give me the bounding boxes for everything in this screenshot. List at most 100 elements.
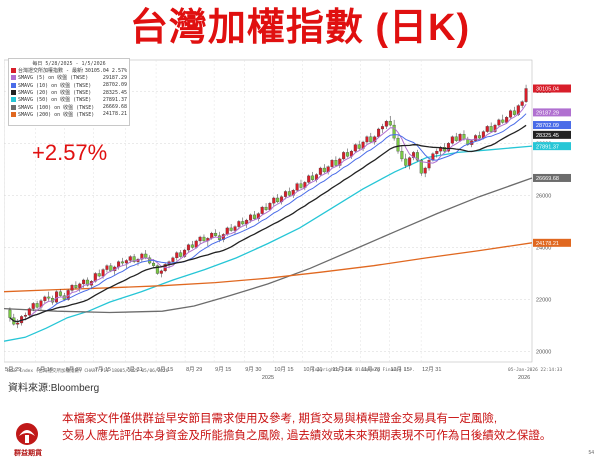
candle-body (225, 227, 229, 235)
legend-value: 28325.45 (102, 89, 127, 96)
candle-body (120, 261, 124, 264)
candle-body (268, 203, 272, 210)
legend-label: SMAVG (100) on 收盤 (TWSE) (18, 104, 95, 111)
price-tag (533, 238, 571, 247)
candle-body (353, 144, 357, 152)
candle-body (186, 244, 190, 251)
legend-item: SMAVG (100) on 收盤 (TWSE) 26669.68 (11, 103, 127, 111)
legend-swatch (11, 75, 16, 81)
candle-body (128, 256, 132, 261)
candle-body (276, 197, 280, 203)
candle-body (229, 227, 233, 231)
candle-body (454, 136, 458, 141)
ma-line (3, 242, 533, 293)
ma-line (9, 124, 527, 323)
candle-body (446, 143, 450, 152)
y-tick-label: 24000 (536, 245, 551, 251)
legend-value: 26669.68 (102, 104, 127, 111)
source-label: 資料來源:Bloomberg (8, 383, 100, 394)
candle-body (497, 119, 501, 126)
candle-body (299, 183, 303, 188)
candle-body (198, 236, 202, 242)
candle-body (427, 160, 431, 169)
candle-body (86, 279, 90, 286)
price-tag (533, 108, 571, 117)
candle-body (342, 152, 346, 160)
candle-body (377, 128, 381, 137)
candle-body (214, 232, 218, 236)
candle-body (249, 214, 253, 221)
legend-swatch (11, 104, 16, 110)
candle-body (171, 257, 175, 262)
x-tick-label: 6月 30 (66, 366, 82, 373)
candle-body (179, 252, 183, 257)
x-tick-label: 7月 31 (126, 366, 142, 373)
legend-value: 28702.09 (102, 82, 127, 89)
chart-footnote-center: Copyright© 2026 Bloomberg Finance L.P. (312, 368, 415, 373)
page-number: 54 (588, 450, 594, 456)
legend-swatch (11, 97, 16, 103)
price-tag-label: 30105.04 (536, 87, 559, 93)
legend-date-range: 每日 5/28/2025 - 1/5/2026 (32, 61, 106, 67)
candle-body (105, 265, 109, 270)
candle-body (70, 285, 74, 291)
legend-value: 29187.29 (102, 74, 127, 81)
candle-body (101, 269, 105, 277)
candle-body (58, 291, 62, 296)
legend-label: SMAVG (50) on 收盤 (TWSE) (18, 97, 92, 104)
candle-body (27, 308, 31, 316)
ma-line (9, 113, 527, 323)
legend-item: 台灣證交所加權指數 - 最新價 30105.04 2.57% (11, 67, 127, 74)
candle-body (369, 136, 373, 143)
candle-body (260, 206, 264, 214)
year-label: 2025 (262, 375, 274, 381)
price-tag (533, 142, 571, 151)
candle-body (400, 150, 404, 160)
candle-body (520, 101, 524, 106)
legend-swatch (11, 111, 16, 117)
candle-body (252, 214, 256, 219)
candle-body (241, 221, 245, 225)
candle-body (415, 152, 419, 161)
candle-body (435, 150, 439, 154)
candle-body (47, 296, 51, 299)
price-tag-label: 24178.21 (536, 241, 559, 247)
candle-body (35, 303, 39, 308)
candle-body (365, 136, 369, 143)
candle-body (237, 221, 241, 227)
candle-body (318, 167, 322, 175)
candle-body (423, 167, 427, 174)
legend-item: SMAVG (20) on 收盤 (TWSE) 28325.45 (11, 89, 127, 96)
candle-body (97, 273, 101, 277)
legend-swatch (11, 68, 16, 74)
legend-label: 台灣證交所加權指數 - 最新價 (18, 68, 83, 75)
candle-body (443, 147, 447, 152)
candle-body (408, 157, 412, 166)
company-logo-text: 群益期貨 (14, 450, 42, 457)
candle-body (272, 197, 276, 204)
candle-body (124, 260, 128, 264)
disclaimer-line-2: 交易人應先評估本身資金及所能擔負之風險, 過去績效或未來預期表現不可作為日後績效… (62, 430, 552, 442)
price-tag (533, 130, 571, 139)
legend-value: 30105.04 2.57% (84, 67, 127, 74)
candle-body (477, 135, 482, 139)
x-tick-label: 8月 29 (186, 366, 202, 373)
chart-footnote-left: TWSE Index (台灣證交所加權指數) CHART P11 18005/2… (6, 369, 169, 374)
y-tick-label: 22000 (536, 298, 551, 304)
price-tag-label: 29187.29 (536, 111, 559, 117)
chart-legend: 每日 5/28/2025 - 1/5/2026 台灣證交所加權指數 - 最新價 3… (8, 58, 130, 126)
candle-body (380, 126, 384, 130)
candle-body (82, 279, 86, 285)
legend-value: 27891.37 (102, 96, 127, 103)
candle-body (155, 265, 159, 274)
price-tag (533, 84, 571, 93)
candle-body (54, 291, 59, 303)
candle-body (264, 206, 268, 210)
x-tick-label: 11月 14 (332, 366, 351, 373)
y-tick-label: 20000 (536, 350, 551, 356)
x-tick-label: 6月 16 (37, 366, 53, 373)
candle-body (43, 296, 47, 301)
risk-disclaimer: 本檔案文件僅供群益早安節目需求使用及參考, 期貨交易與槓桿證金交易具有一定風險,… (62, 411, 562, 445)
year-label: 2026 (518, 375, 530, 381)
candle-body (505, 117, 509, 123)
